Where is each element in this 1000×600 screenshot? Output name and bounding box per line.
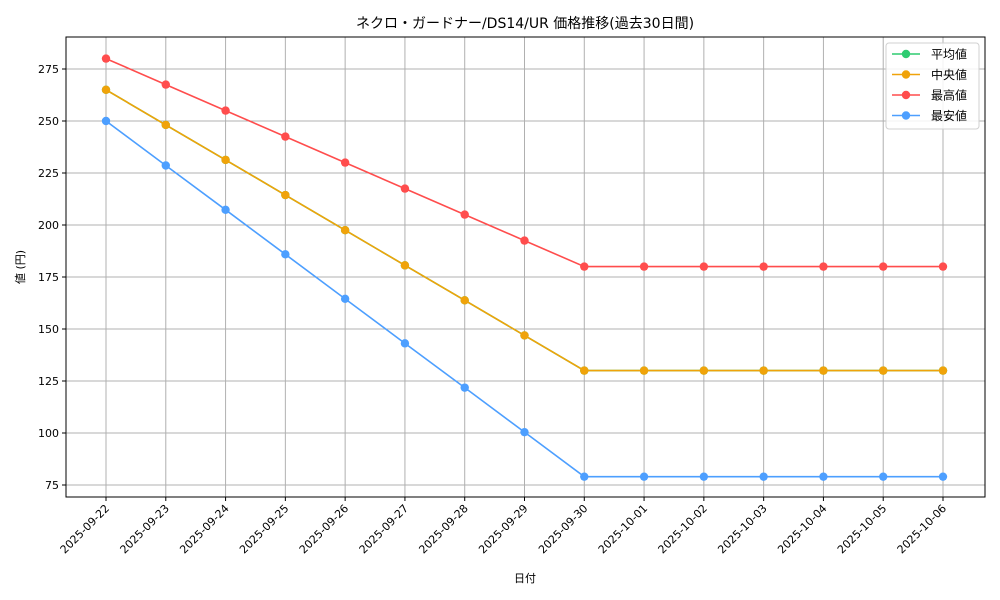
x-tick-label: 2025-09-30 xyxy=(536,502,590,556)
data-point xyxy=(161,80,170,89)
data-point xyxy=(699,472,709,481)
x-tick-label: 2025-09-25 xyxy=(237,502,291,556)
y-tick-label: 125 xyxy=(38,375,59,388)
y-tick-label: 150 xyxy=(38,323,59,336)
y-tick-label: 75 xyxy=(45,479,59,492)
y-tick-label: 100 xyxy=(38,427,59,440)
x-tick-label: 2025-10-01 xyxy=(596,502,650,556)
data-point xyxy=(938,262,948,271)
data-point xyxy=(281,190,290,200)
data-point xyxy=(580,366,589,375)
series-2 xyxy=(101,54,948,271)
data-point xyxy=(580,472,589,481)
data-point xyxy=(460,210,469,219)
data-point xyxy=(520,236,529,245)
data-point xyxy=(340,226,350,235)
data-point xyxy=(759,472,768,481)
legend-item-2: 最高値 xyxy=(892,88,967,103)
data-point xyxy=(819,472,828,481)
data-point xyxy=(221,106,230,115)
data-point xyxy=(938,472,948,481)
x-tick-label: 2025-09-29 xyxy=(476,502,530,556)
data-point xyxy=(759,262,768,271)
series-1 xyxy=(101,85,948,375)
x-tick-label: 2025-09-28 xyxy=(416,502,470,556)
series-3 xyxy=(101,116,948,481)
y-tick-label: 200 xyxy=(38,219,59,232)
data-point xyxy=(161,161,170,170)
data-point xyxy=(460,383,469,392)
data-point xyxy=(221,205,230,215)
data-point xyxy=(699,262,709,271)
legend-label: 最安値 xyxy=(931,108,967,123)
data-point xyxy=(580,262,589,271)
plot-frame xyxy=(65,36,986,498)
legend-marker-icon xyxy=(901,49,911,59)
data-point xyxy=(520,331,529,340)
data-point xyxy=(340,158,350,167)
legend-marker-icon xyxy=(901,111,911,120)
data-point xyxy=(520,427,529,437)
x-tick-label: 2025-09-23 xyxy=(118,502,172,556)
x-tick-label: 2025-09-24 xyxy=(177,502,231,556)
data-point xyxy=(819,366,828,375)
y-tick-label: 250 xyxy=(38,115,59,128)
data-point xyxy=(101,116,111,126)
data-point xyxy=(639,262,649,271)
data-point xyxy=(101,85,111,95)
y-axis-label: 値 (円) xyxy=(14,250,27,284)
y-tick-label: 225 xyxy=(38,167,59,180)
x-tick-label: 2025-09-27 xyxy=(357,502,411,556)
data-point xyxy=(101,54,111,63)
x-tick-label: 2025-09-22 xyxy=(58,502,112,556)
legend-label: 最高値 xyxy=(931,88,967,103)
x-axis-ticks: 2025-09-22 2025-09-23 2025-09-24 2025-09-25… xyxy=(58,497,949,556)
y-tick-label: 275 xyxy=(38,63,59,76)
x-tick-label: 2025-09-26 xyxy=(297,502,351,556)
y-axis-ticks: 75 100 125 150 175 200 225 250 275 xyxy=(38,63,66,492)
data-point xyxy=(281,132,290,141)
legend-item-1: 中央値 xyxy=(892,67,967,82)
data-point xyxy=(699,366,709,375)
series-layer xyxy=(101,54,948,481)
x-tick-label: 2025-10-06 xyxy=(895,502,949,556)
data-point xyxy=(400,261,410,270)
data-point xyxy=(639,472,649,481)
legend-item-0: 平均値 xyxy=(892,47,967,62)
data-point xyxy=(400,339,410,348)
y-tick-label: 175 xyxy=(38,271,59,284)
x-tick-label: 2025-10-05 xyxy=(835,502,889,556)
data-point xyxy=(819,262,828,271)
legend-box xyxy=(885,42,980,130)
data-point xyxy=(221,155,230,165)
legend-item-3: 最安値 xyxy=(892,108,967,123)
data-point xyxy=(879,472,888,481)
data-point xyxy=(759,366,768,375)
x-tick-label: 2025-10-02 xyxy=(656,502,710,556)
data-point xyxy=(879,262,888,271)
data-point xyxy=(639,366,649,375)
legend-marker-icon xyxy=(901,90,911,100)
data-point xyxy=(340,294,350,304)
legend-label: 中央値 xyxy=(931,67,967,82)
legend-marker-icon xyxy=(901,70,911,79)
x-tick-label: 2025-10-04 xyxy=(775,502,829,556)
data-point xyxy=(879,366,888,375)
chart-title: ネクロ・ガードナー/DS14/UR 価格推移(過去30日間) xyxy=(356,16,694,32)
data-point xyxy=(460,296,469,305)
legend-label: 平均値 xyxy=(931,47,967,62)
x-tick-label: 2025-10-03 xyxy=(715,502,769,556)
data-point xyxy=(161,120,170,130)
data-point xyxy=(938,366,948,375)
data-point xyxy=(400,184,410,193)
data-point xyxy=(281,250,290,259)
x-axis-label: 日付 xyxy=(514,572,536,585)
